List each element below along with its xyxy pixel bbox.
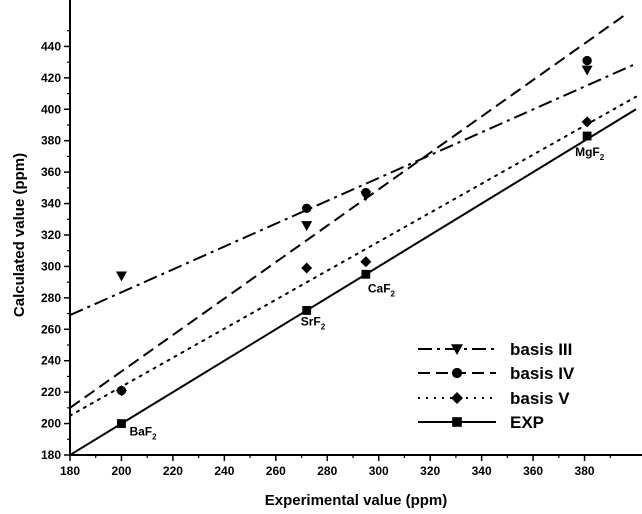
- marker-basis-iii-1: [301, 221, 312, 231]
- y-tick-label-420: 420: [41, 71, 61, 85]
- y-tick-label-320: 320: [41, 228, 61, 242]
- y-tick-label-340: 340: [41, 197, 61, 211]
- y-tick-label-280: 280: [41, 291, 61, 305]
- x-tick-label-200: 200: [111, 464, 131, 478]
- x-tick-label-280: 280: [317, 464, 337, 478]
- legend-marker-basis-iv: [452, 368, 462, 378]
- point-label-caf2: CaF2: [368, 281, 396, 298]
- point-label-mgf2: MgF2: [575, 145, 605, 162]
- fit-lines: [70, 7, 636, 455]
- fit-line-basis-iii: [70, 64, 636, 315]
- x-axis-title: Experimental value (ppm): [265, 492, 448, 509]
- marker-basis-iii-3: [582, 66, 593, 76]
- x-tick-label-240: 240: [214, 464, 234, 478]
- y-tick-label-360: 360: [41, 165, 61, 179]
- y-tick-label-400: 400: [41, 102, 61, 116]
- marker-basis-v-2: [360, 256, 371, 267]
- y-tick-label-200: 200: [41, 417, 61, 431]
- y-tick-label-220: 220: [41, 385, 61, 399]
- marker-exp-2: [361, 270, 370, 279]
- legend-marker-exp: [452, 417, 462, 427]
- marker-basis-v-0: [116, 385, 127, 396]
- y-tick-label-260: 260: [41, 322, 61, 336]
- marker-basis-v-3: [582, 116, 593, 127]
- legend-marker-basis-v: [451, 392, 463, 404]
- marker-exp-3: [583, 132, 592, 141]
- marker-exp-0: [117, 419, 126, 428]
- point-label-srf2: SrF2: [301, 314, 326, 331]
- y-axis-title: Calculated value (ppm): [11, 153, 28, 317]
- x-tick-label-300: 300: [369, 464, 389, 478]
- x-tick-label-180: 180: [60, 464, 80, 478]
- y-tick-label-240: 240: [41, 354, 61, 368]
- legend-label-basis-iii: basis III: [510, 340, 572, 359]
- point-label-baf2: BaF2: [129, 425, 157, 442]
- x-tick-label-260: 260: [266, 464, 286, 478]
- marker-basis-iv-2: [361, 188, 370, 197]
- y-tick-label-440: 440: [41, 39, 61, 53]
- y-tick-label-300: 300: [41, 259, 61, 273]
- legend-label-basis-v: basis V: [510, 389, 570, 408]
- legend-label-basis-iv: basis IV: [510, 364, 575, 383]
- x-tick-label-320: 320: [420, 464, 440, 478]
- marker-basis-v-1: [301, 263, 312, 274]
- y-tick-label-180: 180: [41, 448, 61, 462]
- y-tick-label-380: 380: [41, 134, 61, 148]
- x-tick-label-360: 360: [523, 464, 543, 478]
- marker-basis-iv-3: [582, 56, 591, 65]
- x-tick-label-340: 340: [472, 464, 492, 478]
- marker-basis-iv-1: [302, 204, 311, 213]
- x-tick-label-220: 220: [163, 464, 183, 478]
- x-tick-label-380: 380: [575, 464, 595, 478]
- marker-basis-iii-0: [116, 271, 127, 281]
- legend-label-exp: EXP: [510, 413, 544, 432]
- legend: basis III basis IV basis V EXP: [418, 340, 575, 432]
